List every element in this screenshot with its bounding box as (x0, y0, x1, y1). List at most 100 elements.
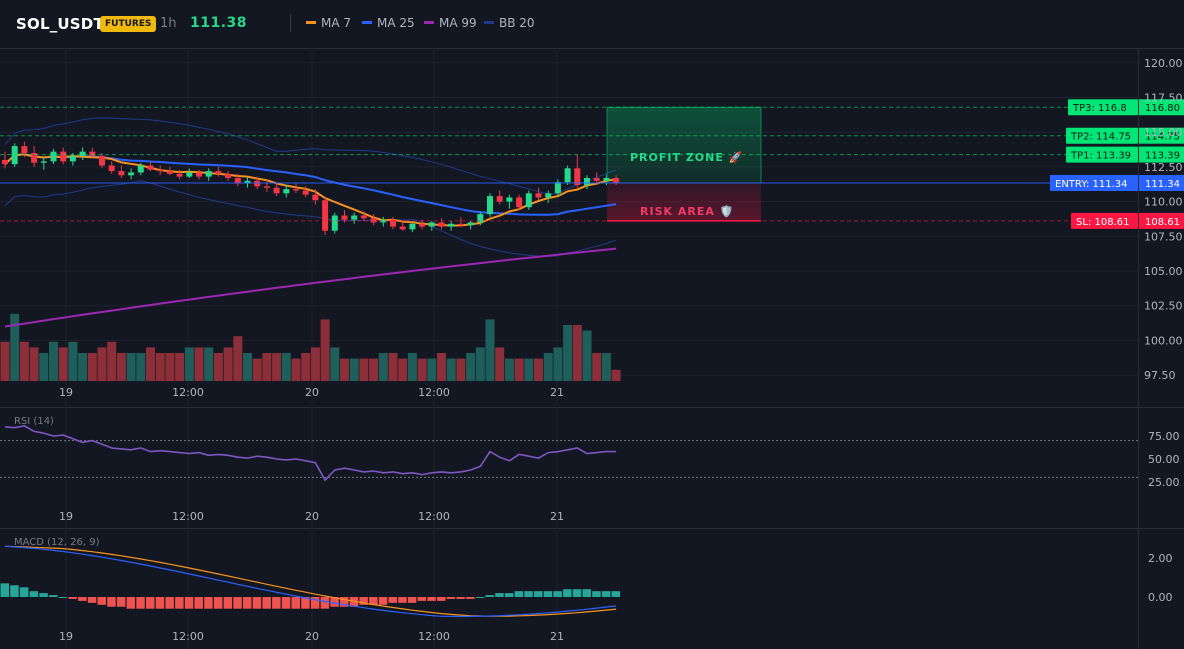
macd-hist-bar (534, 591, 543, 597)
candle-body[interactable] (79, 151, 86, 156)
time-axis[interactable]: 19 12:00 20 12:00 21 19 12:00 20 12:00 21 19 12:00 2… (59, 386, 564, 643)
macd-tick-label: 2.00 (1148, 552, 1173, 565)
candle-body[interactable] (234, 178, 241, 184)
macd-hist-bar (243, 597, 252, 609)
candle-body[interactable] (380, 219, 387, 223)
candle-body[interactable] (360, 215, 367, 219)
candle-body[interactable] (603, 178, 610, 181)
candle-body[interactable] (457, 223, 464, 226)
candle-body[interactable] (244, 180, 251, 184)
candle-body[interactable] (11, 146, 18, 165)
candle-body[interactable] (283, 189, 290, 194)
candle-body[interactable] (176, 173, 183, 177)
candle-body[interactable] (438, 222, 445, 227)
time-tick-label: 12:00 (172, 386, 204, 399)
macd-hist-bar (524, 591, 533, 597)
ma7-line (4, 153, 617, 227)
candle-body[interactable] (205, 171, 212, 177)
candle-body[interactable] (166, 171, 173, 174)
candle-body[interactable] (225, 173, 232, 179)
candle-body[interactable] (525, 193, 532, 208)
macd-hist-bar (272, 597, 281, 609)
volume-bars (0, 313, 621, 381)
candle-body[interactable] (419, 223, 426, 227)
candle-body[interactable] (40, 161, 47, 163)
candle-body[interactable] (516, 197, 523, 208)
candle-body[interactable] (535, 193, 542, 198)
macd-hist-bar (563, 589, 572, 597)
candle-body[interactable] (554, 182, 561, 194)
legend-ma99[interactable]: MA 99 (424, 16, 477, 30)
candle-body[interactable] (477, 214, 484, 223)
candle-body[interactable] (254, 180, 261, 187)
profit-zone-box (606, 106, 762, 184)
candle-body[interactable] (215, 171, 222, 174)
candle-body[interactable] (293, 189, 299, 191)
candle-body[interactable] (312, 194, 319, 201)
candle-body[interactable] (399, 226, 406, 230)
macd-hist-bar (388, 597, 397, 603)
candle-body[interactable] (564, 168, 571, 183)
candle-body[interactable] (89, 151, 96, 156)
candle-body[interactable] (273, 187, 280, 194)
candle-body[interactable] (137, 165, 144, 173)
volume-bar (97, 347, 107, 381)
ma7-swatch-icon (306, 21, 316, 24)
candle-body[interactable] (128, 172, 135, 176)
candle-body[interactable] (147, 165, 154, 170)
candle-body[interactable] (2, 159, 8, 165)
candle-body[interactable] (390, 219, 396, 227)
candle-body[interactable] (331, 215, 338, 231)
legend-ma7[interactable]: MA 7 (306, 16, 351, 30)
candle-body[interactable] (370, 218, 377, 223)
candle-body[interactable] (467, 222, 474, 226)
price-tick-label: 115.00 (1144, 126, 1183, 139)
symbol-title[interactable]: SOL_USDT (16, 15, 104, 33)
candle-body[interactable] (341, 215, 348, 220)
candle-body[interactable] (613, 178, 620, 183)
volume-bar (213, 353, 223, 381)
candle-body[interactable] (487, 196, 493, 215)
volume-bar (340, 358, 349, 381)
candle-body[interactable] (409, 223, 416, 230)
time-tick-label: 19 (59, 630, 73, 643)
volume-bar (572, 325, 582, 381)
candle-body[interactable] (157, 169, 164, 172)
time-tick-label: 12:00 (418, 630, 450, 643)
candle-body[interactable] (506, 197, 513, 202)
volume-bar (592, 353, 602, 381)
candle-body[interactable] (593, 178, 600, 181)
volume-bar (243, 353, 252, 381)
candle-body[interactable] (31, 153, 38, 163)
timeframe-label[interactable]: 1h (160, 16, 177, 31)
futures-badge: FUTURES (100, 16, 157, 32)
candle-body[interactable] (545, 193, 552, 198)
candle-body[interactable] (322, 200, 329, 231)
price-axis[interactable]: 120.00 117.50 115.00 112.50 110.00 107.50 105.… (1144, 57, 1183, 382)
macd-pane[interactable]: 2.00 0.00 (0, 545, 1173, 618)
candle-body[interactable] (99, 155, 105, 166)
candle-body[interactable] (196, 172, 202, 177)
candle-body[interactable] (118, 171, 125, 176)
candlesticks[interactable] (2, 141, 620, 235)
candle-body[interactable] (108, 165, 115, 172)
candle-body[interactable] (302, 190, 309, 195)
candle-body[interactable] (448, 223, 455, 227)
legend-bb20[interactable]: BB 20 (484, 16, 535, 30)
volume-bar (485, 319, 495, 381)
candle-body[interactable] (574, 168, 581, 185)
candle-body[interactable] (186, 172, 193, 177)
candle-body[interactable] (496, 196, 503, 202)
candle-body[interactable] (584, 178, 590, 185)
candle-body[interactable] (263, 186, 270, 188)
candle-body[interactable] (60, 151, 67, 162)
candle-body[interactable] (69, 155, 76, 162)
time-tick-label: 12:00 (418, 386, 450, 399)
candle-body[interactable] (428, 222, 435, 227)
legend-ma25[interactable]: MA 25 (362, 16, 415, 30)
candle-body[interactable] (50, 151, 57, 162)
candle-body[interactable] (21, 146, 28, 154)
rsi-pane[interactable]: 75.00 50.00 25.00 (0, 425, 1180, 489)
candle-body[interactable] (351, 215, 358, 220)
